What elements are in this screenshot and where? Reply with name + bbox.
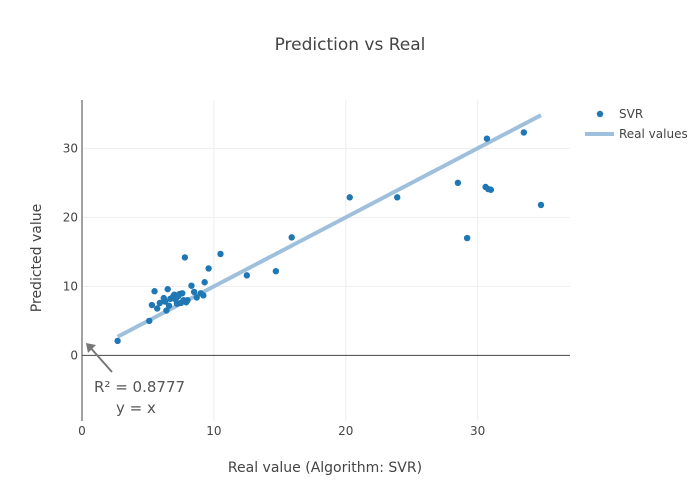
svr-data-point bbox=[184, 296, 191, 304]
svr-data-point bbox=[520, 129, 528, 136]
x-tick-label: 30 bbox=[470, 424, 485, 438]
svr-data-point bbox=[243, 272, 251, 279]
svr-data-point bbox=[463, 234, 471, 242]
svr-data-point bbox=[537, 201, 545, 209]
legend-label: SVR bbox=[619, 107, 643, 121]
x-axis-title: Real value (Algorithm: SVR) bbox=[228, 460, 422, 476]
svr-data-point bbox=[483, 135, 491, 142]
annotation-arrow-line bbox=[88, 345, 113, 373]
legend-marker-svr bbox=[596, 110, 604, 118]
svr-data-point bbox=[201, 279, 208, 286]
svr-data-point bbox=[181, 254, 189, 261]
svr-data-point bbox=[151, 288, 158, 295]
x-tick-label: 10 bbox=[206, 424, 221, 438]
svr-data-point bbox=[163, 307, 170, 314]
svr-data-point bbox=[188, 282, 195, 289]
svr-data-point bbox=[161, 298, 169, 305]
annotation-identity: y = x bbox=[116, 399, 156, 417]
svr-data-point bbox=[193, 294, 200, 301]
chart-title: Prediction vs Real bbox=[275, 35, 426, 55]
svr-data-point bbox=[164, 285, 171, 293]
svr-data-point bbox=[148, 301, 156, 309]
y-tick-label: 10 bbox=[63, 279, 78, 293]
x-tick-label: 0 bbox=[78, 424, 86, 438]
svr-data-point bbox=[165, 302, 173, 309]
tick-labels: 0 10 20 30 0 10 20 30 bbox=[63, 141, 486, 438]
svr-data-point bbox=[205, 265, 212, 272]
y-axis-title: Predicted value bbox=[29, 204, 45, 312]
annotation: R² = 0.8777 y = x bbox=[85, 342, 185, 417]
svr-data-point bbox=[179, 290, 186, 297]
svr-data-point bbox=[394, 194, 401, 201]
annotation-r-squared: R² = 0.8777 bbox=[94, 378, 185, 396]
svr-data-point bbox=[288, 234, 295, 241]
y-tick-label: 20 bbox=[63, 210, 78, 224]
x-tick-label: 20 bbox=[338, 424, 353, 438]
svr-data-point bbox=[190, 288, 198, 296]
svr-data-point bbox=[346, 194, 353, 201]
svr-data-point bbox=[454, 179, 462, 187]
svr-data-point bbox=[200, 292, 207, 299]
annotation-arrow-head bbox=[85, 342, 96, 353]
axes bbox=[81, 100, 570, 421]
y-tick-label: 30 bbox=[63, 141, 78, 155]
y-tick-label: 0 bbox=[70, 348, 78, 362]
svr-data-point bbox=[217, 250, 224, 258]
svr-data-point bbox=[272, 268, 280, 275]
svr-data-point bbox=[156, 299, 164, 307]
svr-data-point bbox=[153, 305, 161, 312]
svr-data-point bbox=[487, 186, 495, 193]
svr-data-point bbox=[146, 317, 153, 325]
data-series bbox=[114, 113, 545, 345]
svr-data-point bbox=[114, 337, 121, 345]
grid-lines bbox=[82, 100, 570, 421]
legend-label: Real values bbox=[619, 127, 688, 141]
legend: SVR Real values bbox=[585, 107, 688, 141]
